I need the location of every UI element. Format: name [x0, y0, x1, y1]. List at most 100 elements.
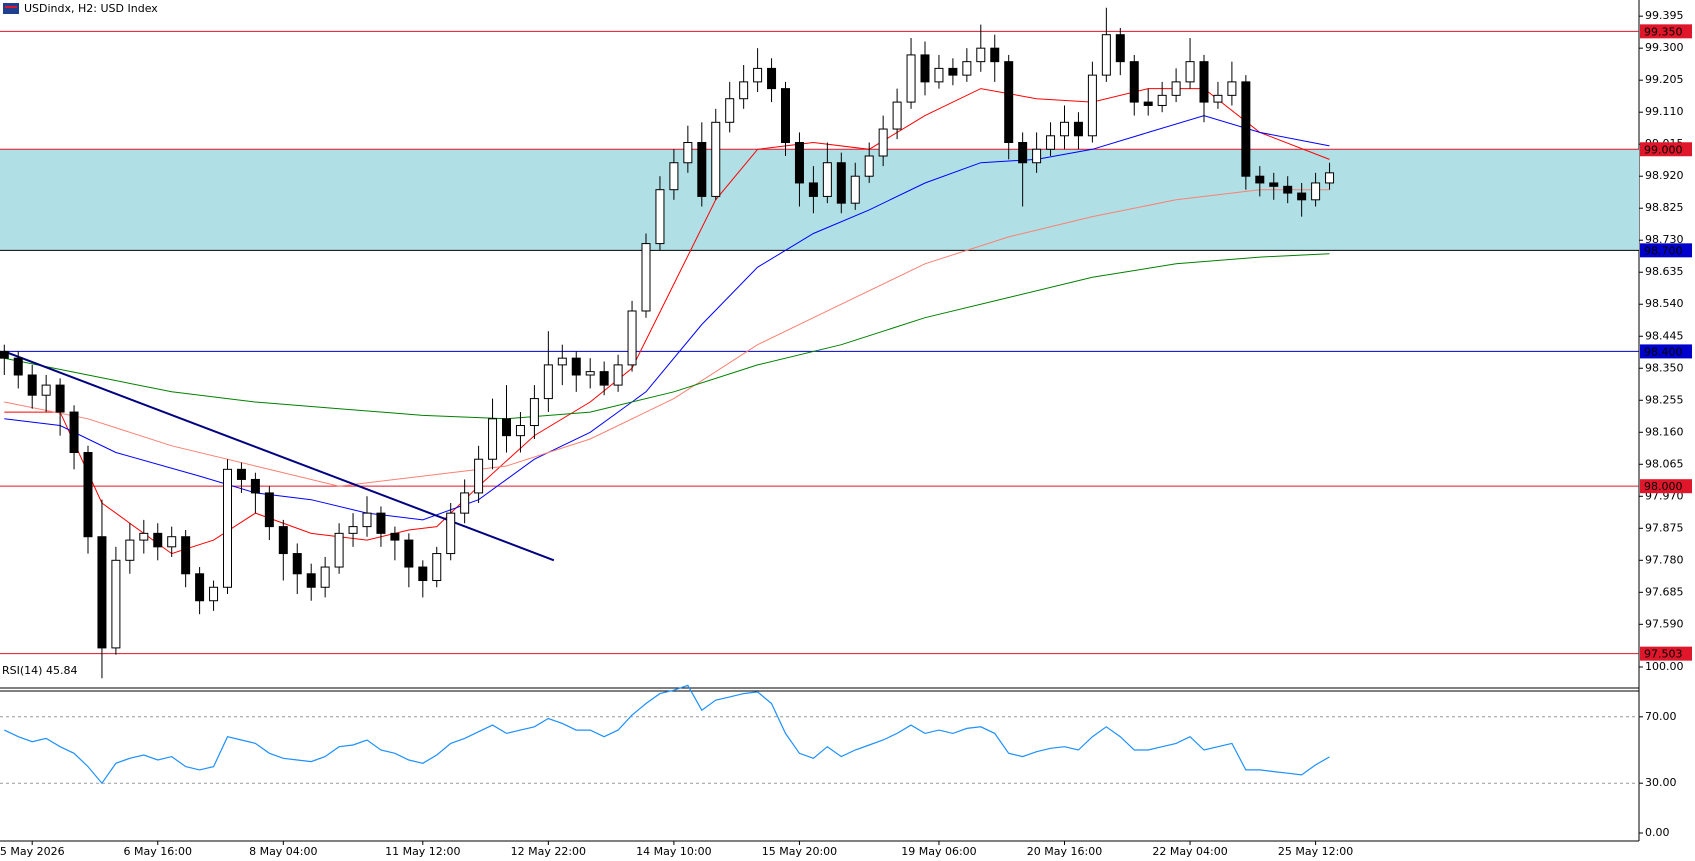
- candle-body: [306, 573, 316, 588]
- candle-body: [571, 357, 581, 376]
- candle-body: [390, 532, 400, 541]
- candle-body: [223, 468, 232, 588]
- candle-body: [502, 418, 511, 437]
- candle-body: [850, 175, 860, 204]
- moving-average: [4, 253, 1330, 420]
- candle-body: [460, 492, 470, 514]
- y-tick-label: 99.300: [1645, 41, 1684, 54]
- chart-title: USDindx, H2: USD Index: [24, 2, 158, 15]
- x-tick-label: 6 May 16:00: [124, 845, 192, 858]
- candle-body: [1115, 34, 1125, 63]
- candle-body: [697, 142, 707, 197]
- y-tick-label: 98.445: [1645, 329, 1684, 342]
- candle-body: [474, 458, 484, 494]
- level-label: 99.000: [1644, 143, 1683, 156]
- level-label: 97.503: [1644, 648, 1683, 661]
- candle-body: [27, 374, 37, 396]
- candle-body: [878, 128, 888, 157]
- candle-body: [334, 532, 344, 568]
- candle-body: [1157, 94, 1167, 106]
- candle-body: [767, 67, 777, 90]
- candle-body: [990, 47, 1000, 63]
- candle-body: [236, 468, 246, 480]
- candle-body: [794, 142, 804, 184]
- level-label: 98.000: [1644, 480, 1683, 493]
- candle-body: [250, 478, 260, 494]
- candle-body: [1087, 74, 1097, 137]
- candle-body: [1199, 61, 1209, 103]
- candle-body: [808, 182, 818, 197]
- y-tick-label: 97.590: [1645, 617, 1684, 630]
- y-tick-label: 98.160: [1645, 425, 1684, 438]
- candle-body: [1129, 61, 1139, 103]
- candle-body: [167, 536, 177, 548]
- candle-body: [948, 67, 958, 76]
- candle-body: [892, 101, 902, 130]
- candle-body: [1073, 121, 1083, 137]
- candle-body: [1101, 34, 1111, 76]
- level-label: 98.700: [1644, 244, 1683, 257]
- y-tick-label: 99.110: [1645, 105, 1684, 118]
- candle-body: [348, 526, 358, 534]
- candle-body: [920, 54, 930, 83]
- x-tick-label: 11 May 12:00: [385, 845, 460, 858]
- candle-body: [13, 357, 23, 376]
- y-tick-label: 98.730: [1645, 233, 1684, 246]
- level-label-box: [1640, 243, 1692, 258]
- x-tick-label: 12 May 22:00: [511, 845, 586, 858]
- candle-body: [111, 559, 121, 649]
- level-label-box: [1640, 24, 1692, 39]
- y-tick-label: 98.065: [1645, 457, 1684, 470]
- candle-body: [1004, 61, 1014, 144]
- candle-body: [1018, 142, 1028, 164]
- candle-body: [1227, 81, 1237, 96]
- candle-body: [962, 61, 972, 76]
- candle-body: [543, 364, 553, 400]
- candle-body: [599, 371, 609, 386]
- candle-body: [585, 371, 595, 376]
- candle-body: [0, 350, 9, 359]
- level-label-box: [1640, 142, 1692, 157]
- y-tick-label: 70.00: [1645, 710, 1677, 723]
- candle-body: [1143, 101, 1153, 106]
- candle-body: [1269, 182, 1279, 187]
- candle-body: [822, 162, 832, 197]
- candle-body: [627, 310, 637, 366]
- candle-body: [529, 398, 539, 427]
- candle-body: [83, 451, 93, 538]
- candle-body: [739, 81, 749, 100]
- candle-body: [181, 536, 191, 575]
- level-label: 98.400: [1644, 345, 1683, 358]
- candle-body: [711, 121, 721, 197]
- candle-body: [362, 512, 372, 528]
- symbol-icon-stripe: [5, 6, 17, 8]
- candle-body: [376, 512, 386, 534]
- candle-body: [55, 384, 65, 413]
- candle-body: [41, 384, 51, 396]
- candle-body: [432, 553, 442, 582]
- candle-body: [655, 189, 665, 245]
- candle-body: [292, 553, 302, 575]
- candle-body: [97, 536, 107, 649]
- candle-body: [725, 98, 735, 123]
- candle-body: [195, 573, 205, 602]
- candle-body: [264, 492, 274, 528]
- candle-body: [139, 532, 149, 541]
- candle-body: [446, 512, 456, 555]
- y-tick-label: 98.255: [1645, 393, 1684, 406]
- candle-body: [69, 411, 79, 453]
- candle-body: [683, 142, 693, 164]
- candle-body: [1241, 81, 1251, 177]
- symbol-icon: [3, 3, 19, 14]
- candle-body: [404, 539, 414, 568]
- x-tick-label: 22 May 04:00: [1152, 845, 1227, 858]
- candle-body: [976, 47, 986, 63]
- candle-body: [320, 566, 330, 588]
- candle-body: [1046, 135, 1056, 150]
- candle-body: [1032, 148, 1042, 164]
- y-tick-label: 99.395: [1645, 9, 1684, 22]
- candle-body: [209, 586, 219, 602]
- candle-body: [1213, 94, 1223, 103]
- y-tick-label: 98.635: [1645, 265, 1684, 278]
